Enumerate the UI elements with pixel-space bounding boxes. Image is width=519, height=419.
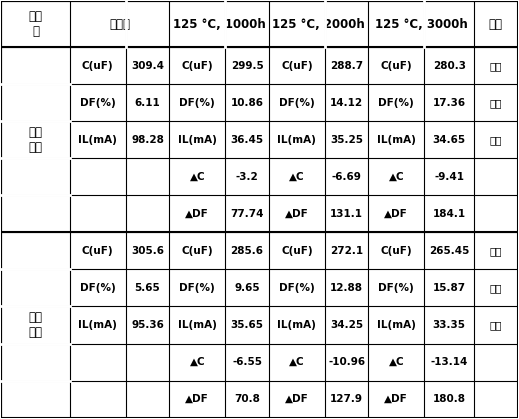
Text: 35.65: 35.65 bbox=[230, 320, 264, 330]
Text: DF(%): DF(%) bbox=[378, 283, 414, 293]
Text: 299.5: 299.5 bbox=[230, 61, 264, 71]
Text: 70.8: 70.8 bbox=[234, 394, 260, 404]
Text: 77.74: 77.74 bbox=[230, 209, 264, 219]
Text: DF(%): DF(%) bbox=[378, 98, 414, 108]
Text: -3.2: -3.2 bbox=[236, 172, 258, 182]
Text: 6.11: 6.11 bbox=[134, 98, 160, 108]
Text: IL(mA): IL(mA) bbox=[78, 320, 117, 330]
Text: ▲DF: ▲DF bbox=[285, 394, 309, 404]
Text: 34.65: 34.65 bbox=[433, 135, 466, 145]
Text: 正常: 正常 bbox=[489, 61, 502, 71]
Text: C(uF): C(uF) bbox=[82, 61, 114, 71]
Text: 9.65: 9.65 bbox=[234, 283, 260, 293]
Text: 285.6: 285.6 bbox=[230, 246, 264, 256]
Text: ▲DF: ▲DF bbox=[385, 209, 408, 219]
Text: IL(mA): IL(mA) bbox=[277, 320, 316, 330]
Text: 正常: 正常 bbox=[489, 135, 502, 145]
Text: C(uF): C(uF) bbox=[281, 246, 312, 256]
Text: ▲C: ▲C bbox=[389, 172, 404, 182]
Text: 正常: 正常 bbox=[489, 283, 502, 293]
Text: ▲DF: ▲DF bbox=[285, 209, 309, 219]
Text: 33.35: 33.35 bbox=[433, 320, 466, 330]
Text: IL(mA): IL(mA) bbox=[178, 320, 217, 330]
Text: DF(%): DF(%) bbox=[180, 283, 215, 293]
Text: -10.96: -10.96 bbox=[328, 357, 365, 367]
Text: 实施
例三: 实施 例三 bbox=[29, 126, 43, 154]
Text: 305.6: 305.6 bbox=[131, 246, 164, 256]
Text: IL(mA): IL(mA) bbox=[377, 135, 416, 145]
Text: 184.1: 184.1 bbox=[433, 209, 466, 219]
Text: 实施
例四: 实施 例四 bbox=[29, 311, 43, 339]
Text: 实施
例: 实施 例 bbox=[29, 10, 43, 38]
Text: 125 °C, 1000h: 125 °C, 1000h bbox=[173, 18, 265, 31]
Text: ▲C: ▲C bbox=[389, 357, 404, 367]
Text: C(uF): C(uF) bbox=[380, 246, 412, 256]
Text: -9.41: -9.41 bbox=[434, 172, 464, 182]
Text: 180.8: 180.8 bbox=[433, 394, 466, 404]
Text: 98.28: 98.28 bbox=[131, 135, 164, 145]
Text: ▲C: ▲C bbox=[289, 357, 305, 367]
Text: 95.36: 95.36 bbox=[131, 320, 164, 330]
Text: 14.12: 14.12 bbox=[330, 98, 363, 108]
Text: DF(%): DF(%) bbox=[80, 98, 116, 108]
Text: ▲C: ▲C bbox=[189, 357, 205, 367]
Text: 12.88: 12.88 bbox=[330, 283, 363, 293]
Text: ▲C: ▲C bbox=[289, 172, 305, 182]
Text: DF(%): DF(%) bbox=[180, 98, 215, 108]
Text: 125 °C, 2000h: 125 °C, 2000h bbox=[272, 18, 365, 31]
Text: 127.9: 127.9 bbox=[330, 394, 363, 404]
Text: DF(%): DF(%) bbox=[279, 283, 315, 293]
Text: 15.87: 15.87 bbox=[433, 283, 466, 293]
Text: DF(%): DF(%) bbox=[279, 98, 315, 108]
Text: C(uF): C(uF) bbox=[281, 61, 312, 71]
Text: ▲DF: ▲DF bbox=[185, 394, 209, 404]
Text: ▲DF: ▲DF bbox=[385, 394, 408, 404]
Text: C(uF): C(uF) bbox=[380, 61, 412, 71]
Text: 36.45: 36.45 bbox=[230, 135, 264, 145]
Text: 10.86: 10.86 bbox=[230, 98, 264, 108]
Text: 280.3: 280.3 bbox=[433, 61, 466, 71]
Text: 正常: 正常 bbox=[489, 98, 502, 108]
Text: -6.55: -6.55 bbox=[232, 357, 262, 367]
Text: C(uF): C(uF) bbox=[182, 246, 213, 256]
Text: C(uF): C(uF) bbox=[182, 61, 213, 71]
Text: C(uF): C(uF) bbox=[82, 246, 114, 256]
Text: 265.45: 265.45 bbox=[429, 246, 469, 256]
Text: DF(%): DF(%) bbox=[80, 283, 116, 293]
Text: 288.7: 288.7 bbox=[330, 61, 363, 71]
Text: IL(mA): IL(mA) bbox=[78, 135, 117, 145]
Text: IL(mA): IL(mA) bbox=[377, 320, 416, 330]
Text: IL(mA): IL(mA) bbox=[178, 135, 217, 145]
Text: 正常: 正常 bbox=[489, 320, 502, 330]
Text: ▲C: ▲C bbox=[189, 172, 205, 182]
Text: 125 °C, 3000h: 125 °C, 3000h bbox=[375, 18, 468, 31]
Text: 5.65: 5.65 bbox=[134, 283, 160, 293]
Text: 131.1: 131.1 bbox=[330, 209, 363, 219]
Text: 34.25: 34.25 bbox=[330, 320, 363, 330]
Text: 正常: 正常 bbox=[489, 246, 502, 256]
Text: 35.25: 35.25 bbox=[330, 135, 363, 145]
Text: ▲DF: ▲DF bbox=[185, 209, 209, 219]
Text: -6.69: -6.69 bbox=[332, 172, 362, 182]
Text: IL(mA): IL(mA) bbox=[277, 135, 316, 145]
Text: 外观: 外观 bbox=[489, 18, 503, 31]
Text: 272.1: 272.1 bbox=[330, 246, 363, 256]
Text: 17.36: 17.36 bbox=[433, 98, 466, 108]
Text: 初始值: 初始值 bbox=[109, 18, 130, 31]
Text: -13.14: -13.14 bbox=[430, 357, 468, 367]
Text: 309.4: 309.4 bbox=[131, 61, 164, 71]
